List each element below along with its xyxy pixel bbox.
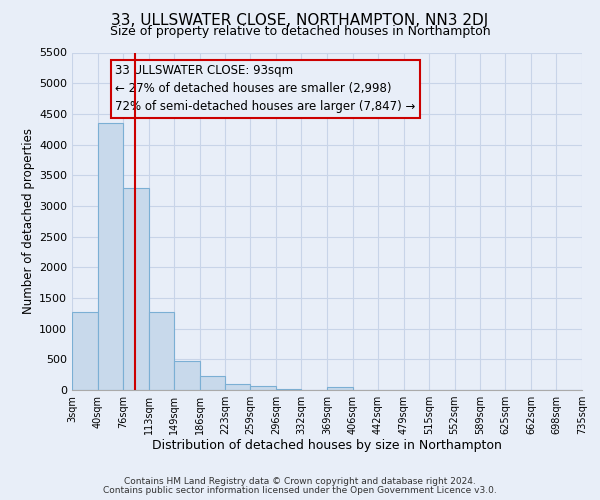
Bar [123, 188, 149, 390]
Text: 33, ULLSWATER CLOSE, NORTHAMPTON, NN3 2DJ: 33, ULLSWATER CLOSE, NORTHAMPTON, NN3 2D… [112, 12, 488, 28]
Bar [225, 384, 250, 390]
Text: Contains HM Land Registry data © Crown copyright and database right 2024.: Contains HM Land Registry data © Crown c… [124, 477, 476, 486]
Text: Contains public sector information licensed under the Open Government Licence v3: Contains public sector information licen… [103, 486, 497, 495]
Bar [250, 386, 276, 390]
Bar [327, 387, 353, 390]
Bar [72, 312, 98, 390]
Bar [174, 360, 199, 390]
Text: 33 ULLSWATER CLOSE: 93sqm
← 27% of detached houses are smaller (2,998)
72% of se: 33 ULLSWATER CLOSE: 93sqm ← 27% of detac… [115, 64, 416, 114]
Y-axis label: Number of detached properties: Number of detached properties [22, 128, 35, 314]
Text: Size of property relative to detached houses in Northampton: Size of property relative to detached ho… [110, 25, 490, 38]
Bar [149, 312, 174, 390]
X-axis label: Distribution of detached houses by size in Northampton: Distribution of detached houses by size … [152, 438, 502, 452]
Bar [98, 123, 123, 390]
Bar [199, 376, 225, 390]
